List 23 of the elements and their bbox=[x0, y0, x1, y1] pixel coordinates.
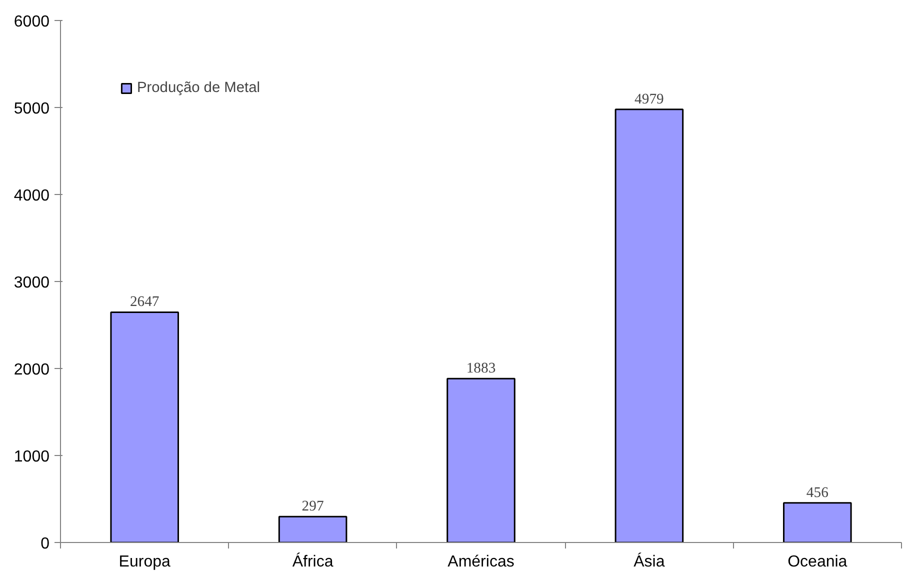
y-tick-label: 4000 bbox=[14, 188, 50, 204]
y-tick-label: 1000 bbox=[14, 448, 50, 466]
data-label: 297 bbox=[302, 498, 324, 515]
bar bbox=[446, 378, 516, 542]
bar bbox=[783, 502, 852, 542]
data-label: 4979 bbox=[634, 91, 664, 108]
x-tick-label: Europa bbox=[118, 554, 170, 570]
data-label: 2647 bbox=[130, 294, 160, 310]
y-tick-label: 0 bbox=[40, 536, 50, 552]
y-tick-label: 5000 bbox=[14, 100, 50, 118]
bar bbox=[110, 311, 179, 542]
y-tick-label: 6000 bbox=[14, 14, 50, 30]
bar bbox=[614, 108, 684, 542]
x-tick-label: Ásia bbox=[634, 552, 665, 570]
legend-label: Produção de Metal bbox=[137, 80, 260, 96]
x-tick-label: África bbox=[292, 552, 334, 570]
x-tick-label: Américas bbox=[448, 554, 514, 570]
data-label: 456 bbox=[806, 484, 828, 501]
bar bbox=[278, 516, 348, 542]
y-tick-label: 3000 bbox=[14, 274, 50, 292]
y-tick-label: 2000 bbox=[14, 362, 50, 378]
x-tick-label: Oceania bbox=[788, 554, 848, 570]
data-label: 1883 bbox=[466, 360, 496, 377]
